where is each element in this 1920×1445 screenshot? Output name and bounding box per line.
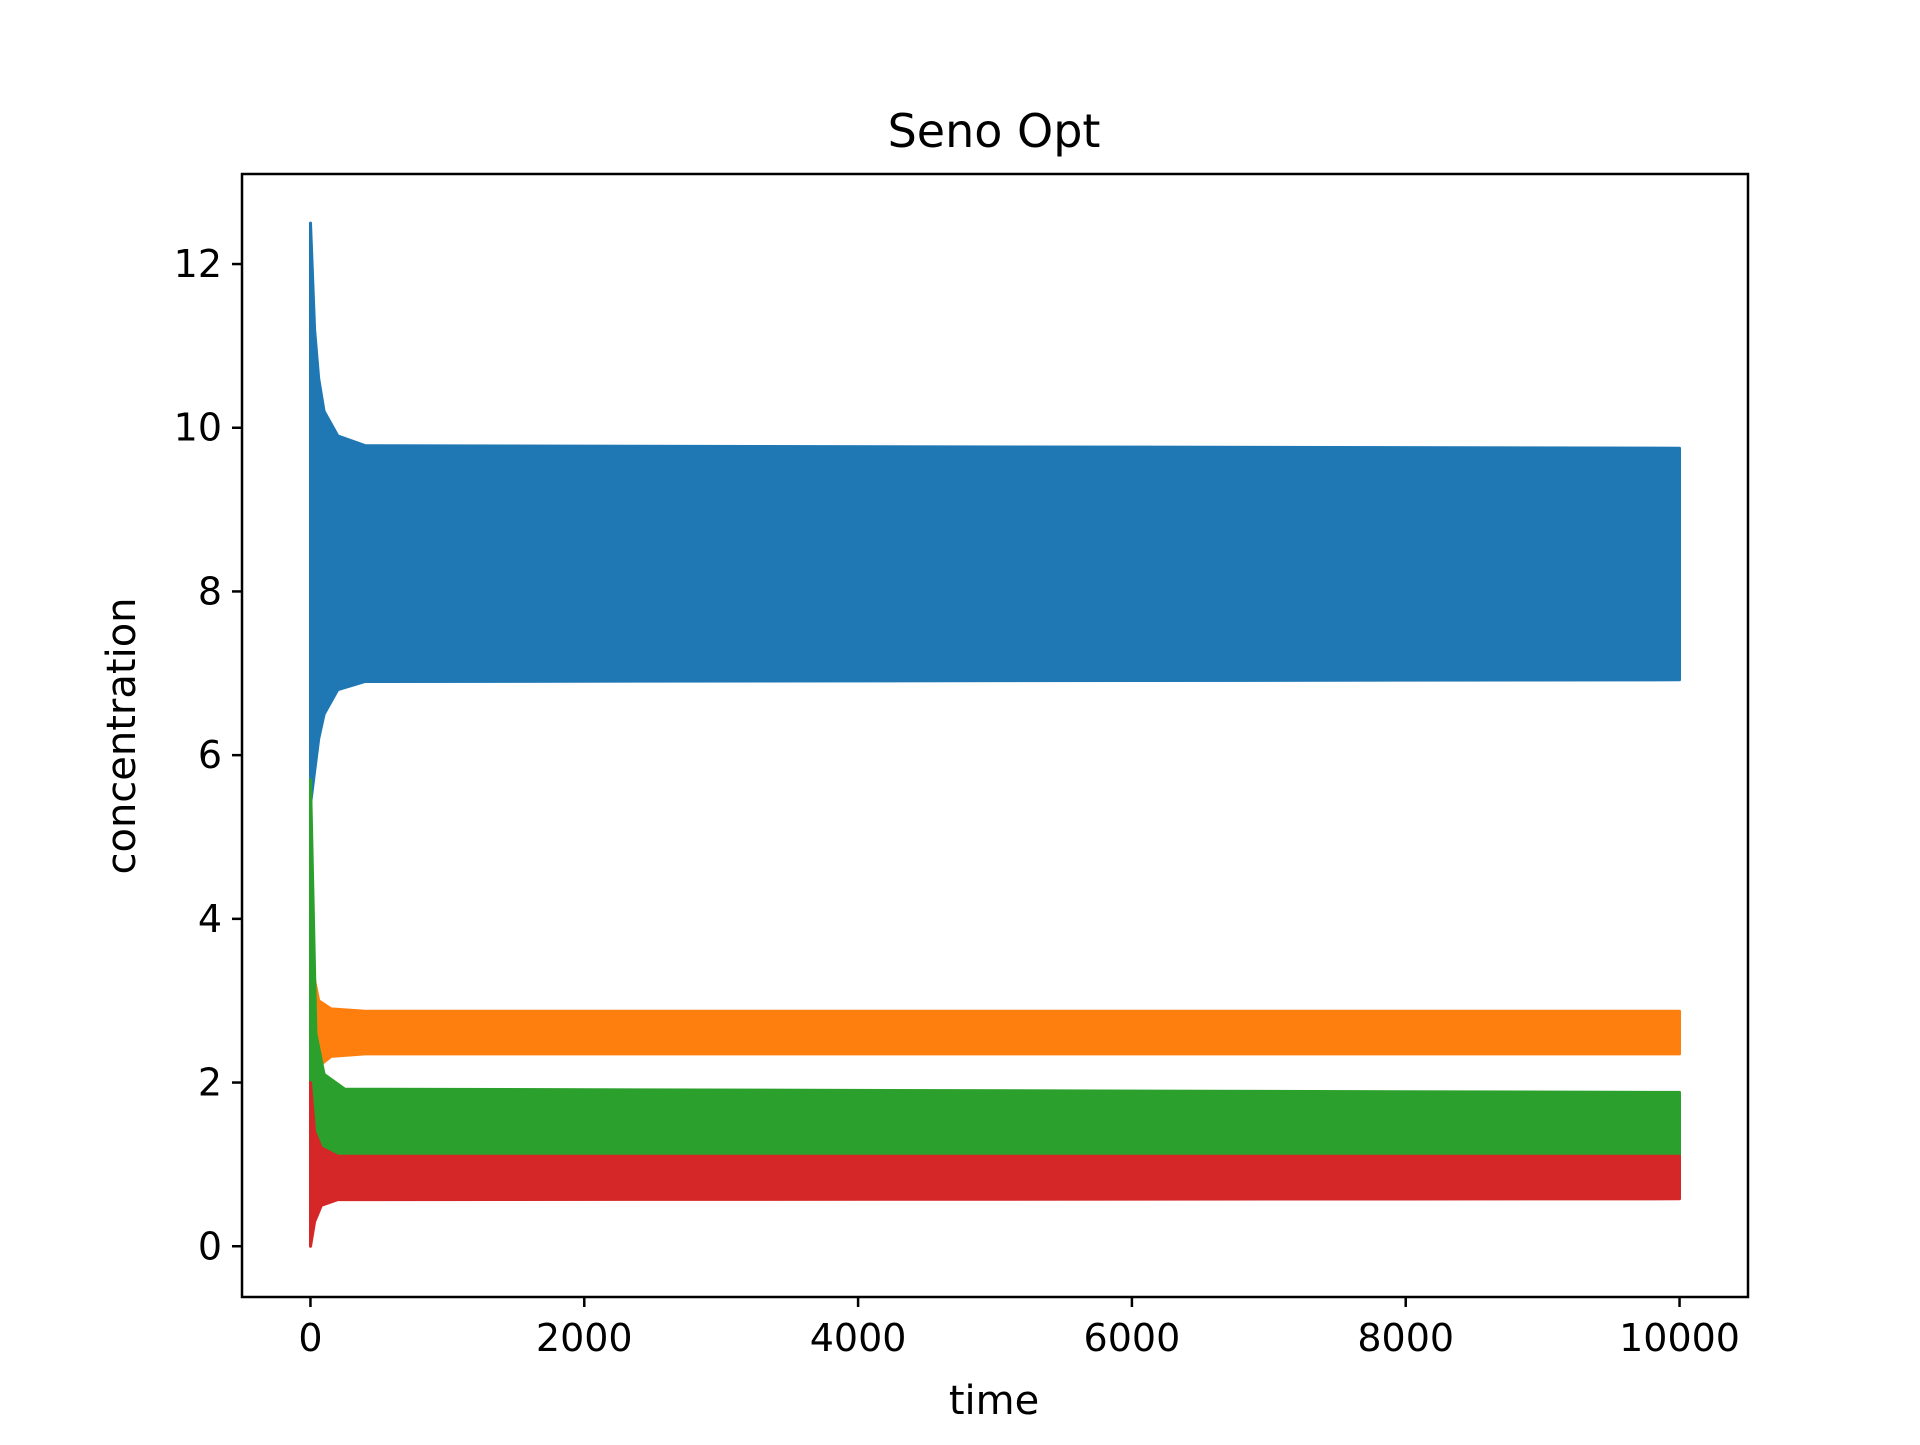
- series-band-1: [309, 221, 1681, 806]
- x-tick-label: 2000: [536, 1316, 633, 1360]
- x-tick-label: 10000: [1619, 1316, 1740, 1360]
- plot-frame: [240, 172, 1750, 1299]
- y-tick-label: 8: [198, 569, 222, 613]
- x-axis-label: time: [949, 1378, 1039, 1424]
- y-tick-label: 0: [198, 1224, 222, 1268]
- y-tick-label: 12: [174, 242, 222, 286]
- series-band-2: [309, 958, 1681, 1093]
- x-tick-label: 8000: [1357, 1316, 1454, 1360]
- y-tick-label: 6: [198, 733, 222, 777]
- y-tick-label: 2: [198, 1061, 222, 1105]
- chart-title: Seno Opt: [888, 104, 1101, 158]
- y-tick-label: 4: [198, 897, 222, 941]
- series-band-4: [309, 1081, 1681, 1248]
- x-tick-label: 4000: [810, 1316, 907, 1360]
- x-tick-label: 6000: [1084, 1316, 1181, 1360]
- series-layer: [309, 221, 1681, 1248]
- y-axis-ticks: 0 2 4 6 8 10 12: [174, 242, 242, 1268]
- x-axis-ticks: 0 2000 4000 6000 8000 10000: [298, 1297, 1740, 1360]
- y-axis-label: concentration: [99, 597, 145, 874]
- y-tick-label: 10: [174, 406, 222, 450]
- x-tick-label: 0: [298, 1316, 322, 1360]
- series-band-3: [309, 778, 1681, 1158]
